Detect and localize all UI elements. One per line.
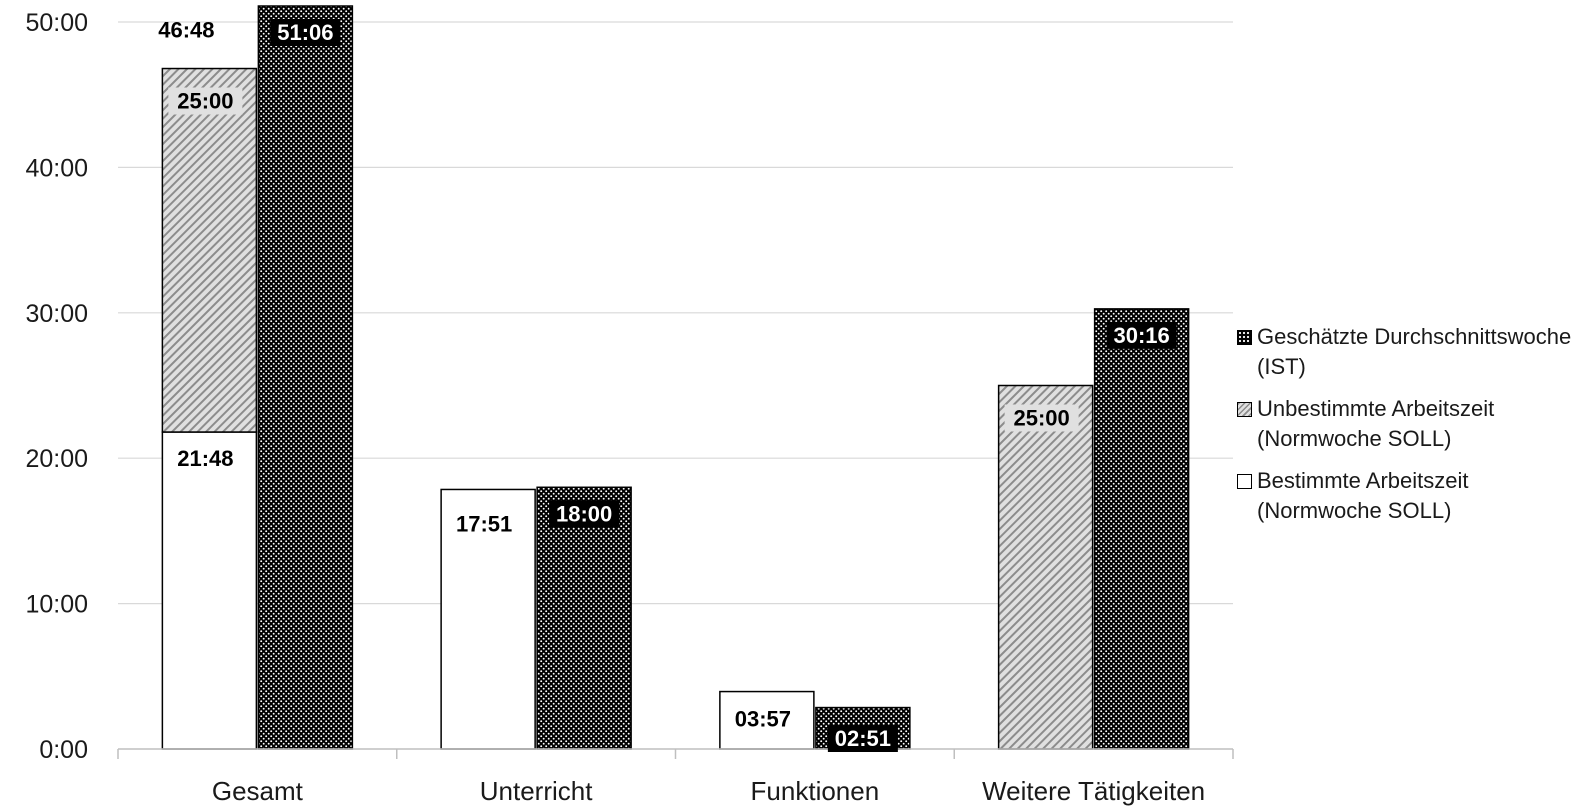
- legend-item-ist: Geschätzte Durchschnittswoche (IST): [1237, 322, 1573, 382]
- data-label-2-1: 18:00: [556, 501, 612, 526]
- y-tick-label-0: 0:00: [39, 736, 88, 764]
- bar-2-1: [536, 486, 632, 750]
- bar-0-0: [161, 431, 258, 750]
- legend-swatch-unbestimmt: [1237, 402, 1252, 417]
- data-label-1-0: 25:00: [177, 89, 233, 114]
- data-label-bg-1-3: [1004, 404, 1079, 432]
- data-label-0-1: 17:51: [456, 511, 512, 536]
- data-labels: 0:00 10:00 20:00 30:00 40:00 50:00 Gesamt Unter…: [25, 9, 1205, 806]
- y-tick-label-1: 10:00: [25, 591, 88, 619]
- data-label-2-3: 30:16: [1113, 323, 1169, 348]
- x-category-label-3: Weitere Tätigkeiten: [982, 776, 1205, 806]
- legend-item-bestimmt: Bestimmte Arbeitszeit (Normwoche SOLL): [1237, 466, 1573, 526]
- y-tick-label-5: 50:00: [25, 9, 88, 37]
- bar-1-3: [997, 384, 1094, 750]
- stack-total-label-0: 46:48: [158, 18, 214, 43]
- data-label-bg-2-2: [827, 725, 898, 752]
- data-label-0-2: 03:57: [735, 707, 791, 732]
- legend: Geschätzte Durchschnittswoche (IST) Unbe…: [1237, 322, 1573, 538]
- data-label-bg-0-1: [447, 510, 522, 538]
- data-label-bg-0-0: [168, 445, 243, 473]
- data-label-0-0: 21:48: [177, 446, 233, 471]
- bar-2-3: [1093, 308, 1190, 750]
- y-tick-label-2: 20:00: [25, 445, 88, 473]
- legend-swatch-ist: [1237, 330, 1252, 345]
- data-label-bg-0-2: [725, 705, 800, 733]
- y-tick-label-4: 40:00: [25, 154, 88, 182]
- legend-item-unbestimmt: Unbestimmte Arbeitszeit (Normwoche SOLL): [1237, 394, 1573, 454]
- x-category-label-2: Funktionen: [751, 776, 880, 806]
- legend-label-bestimmt: Bestimmte Arbeitszeit (Normwoche SOLL): [1257, 468, 1469, 523]
- legend-label-unbestimmt: Unbestimmte Arbeitszeit (Normwoche SOLL): [1257, 396, 1495, 451]
- data-label-bg-1-0: [168, 87, 243, 115]
- bar-2-0: [257, 5, 354, 750]
- data-label-bg-2-1: [549, 500, 620, 528]
- data-label-1-3: 25:00: [1013, 406, 1069, 431]
- x-category-label-0: Gesamt: [212, 776, 304, 806]
- data-label-bg-2-3: [1106, 321, 1177, 349]
- data-label-bg-2-0: [270, 19, 341, 47]
- data-label-2-0: 51:06: [277, 20, 333, 45]
- bar-1-0: [161, 67, 258, 433]
- legend-swatch-bestimmt: [1237, 474, 1252, 489]
- x-category-label-1: Unterricht: [480, 776, 593, 806]
- legend-label-ist: Geschätzte Durchschnittswoche (IST): [1257, 324, 1572, 379]
- axes: [117, 748, 1234, 759]
- bars: [161, 5, 1190, 750]
- data-label-2-2: 02:51: [835, 726, 891, 751]
- y-tick-label-3: 30:00: [25, 300, 88, 328]
